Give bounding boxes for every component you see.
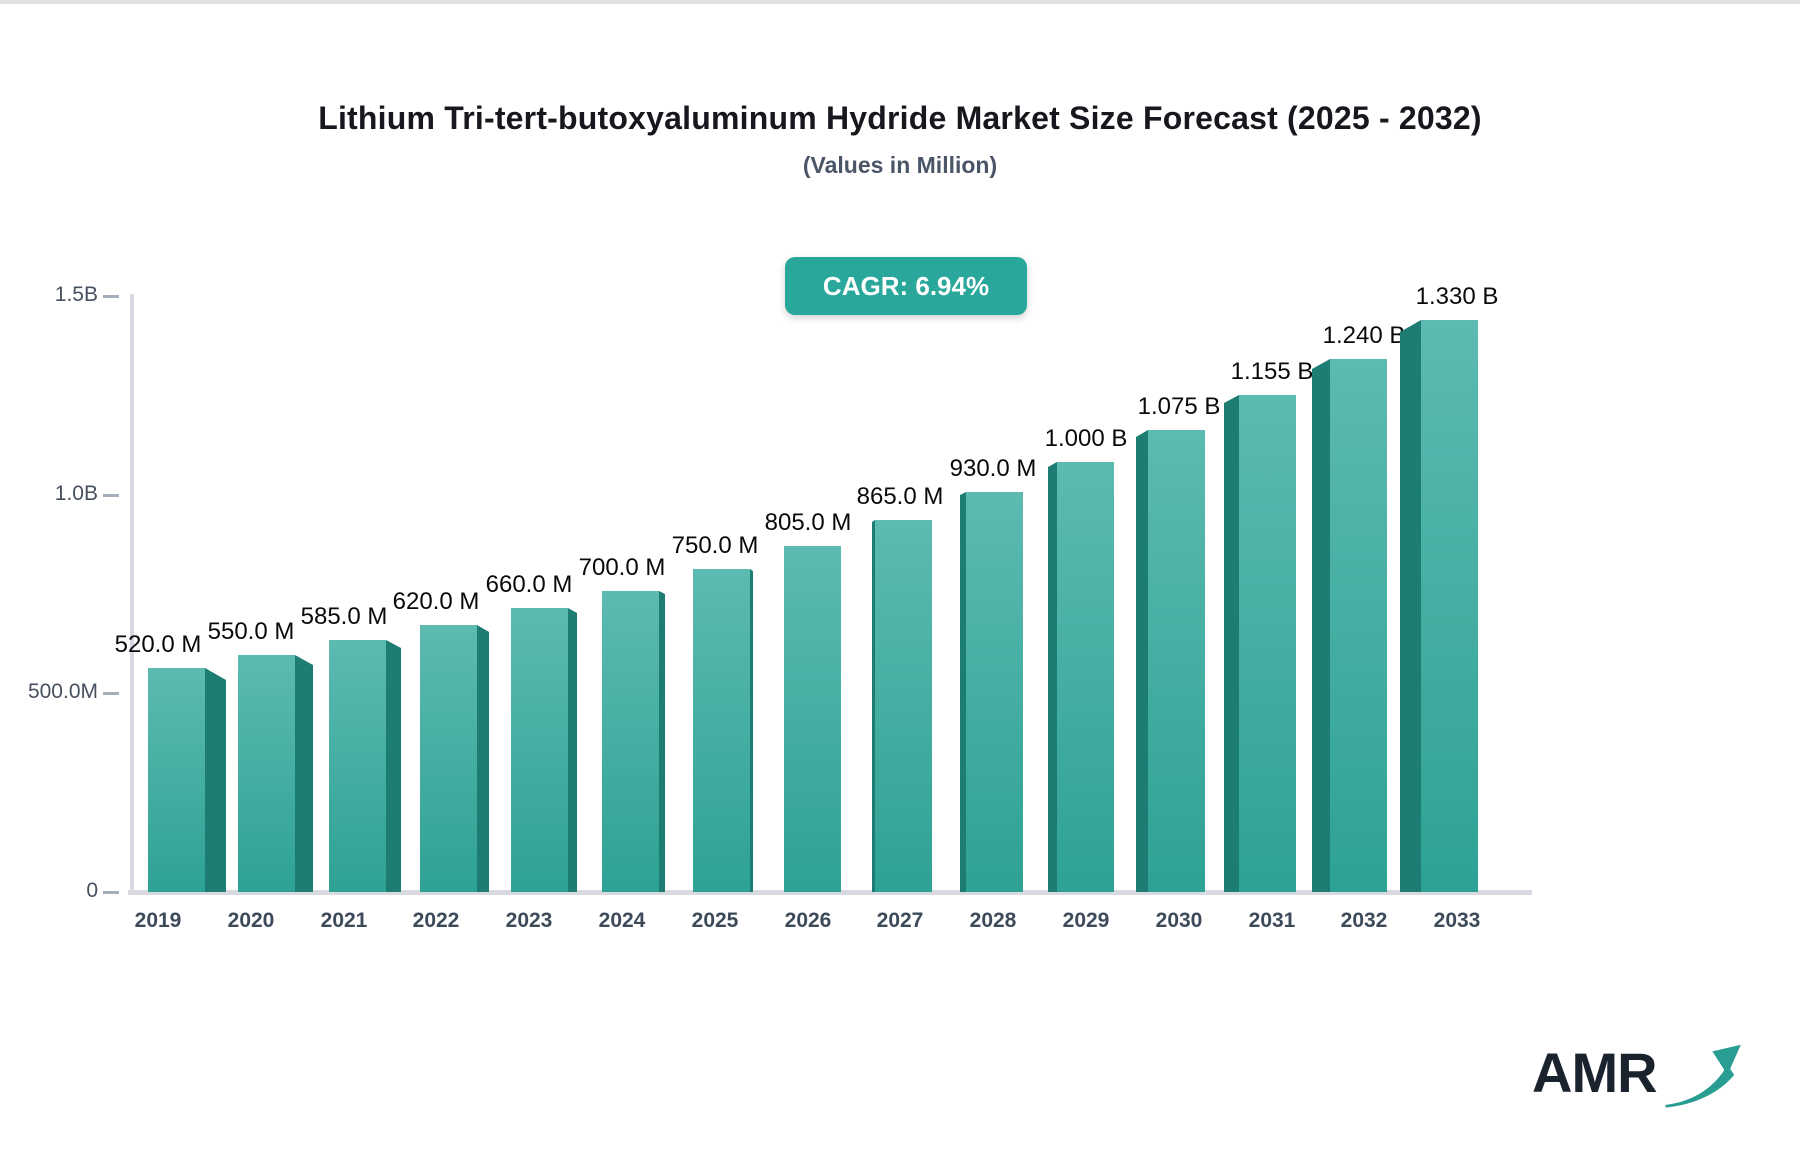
x-axis-tick-label: 2029 bbox=[1062, 909, 1110, 932]
x-axis-tick-label: 2031 bbox=[1248, 909, 1296, 932]
x-axis-tick-label: 2028 bbox=[969, 909, 1017, 932]
amr-logo-text: AMR bbox=[1532, 1041, 1658, 1104]
y-axis-line bbox=[130, 294, 134, 894]
bar-2023[interactable] bbox=[511, 608, 568, 892]
y-axis-tick-label: 1.5B bbox=[54, 283, 98, 306]
cagr-badge: CAGR: 6.94% bbox=[785, 257, 1027, 315]
bar-side-panel bbox=[295, 655, 313, 892]
bar-side-panel bbox=[568, 608, 577, 892]
bar-side-panel bbox=[1048, 462, 1057, 892]
bar-value-label: 660.0 M bbox=[485, 571, 573, 598]
bar-2022[interactable] bbox=[420, 625, 477, 892]
bar-2026[interactable] bbox=[784, 546, 841, 892]
y-axis-tick-mark bbox=[103, 494, 119, 497]
bar-value-label: 700.0 M bbox=[578, 554, 666, 581]
bar-value-label: 750.0 M bbox=[671, 532, 759, 559]
bar-2028[interactable] bbox=[966, 492, 1023, 892]
bar-value-label: 1.075 B bbox=[1137, 393, 1221, 420]
bar-2029[interactable] bbox=[1057, 462, 1114, 892]
bar-side-panel bbox=[205, 668, 226, 892]
bar-2019[interactable] bbox=[148, 668, 205, 892]
bar-2027[interactable] bbox=[875, 520, 932, 892]
chart-subtitle: (Values in Million) bbox=[802, 152, 998, 178]
y-axis-tick-label: 1.0B bbox=[54, 482, 98, 505]
bar-side-panel bbox=[1400, 320, 1421, 892]
bar-side-panel bbox=[659, 591, 665, 892]
bar-value-label: 1.155 B bbox=[1230, 358, 1314, 385]
y-axis-tick-mark bbox=[103, 891, 119, 894]
growth-arrow-icon bbox=[1665, 1044, 1741, 1108]
bar-2021[interactable] bbox=[329, 640, 386, 892]
bar-value-label: 865.0 M bbox=[856, 483, 944, 510]
x-axis-tick-label: 2033 bbox=[1433, 909, 1481, 932]
amr-logo: AMR bbox=[1532, 1032, 1752, 1118]
x-axis-tick-label: 2021 bbox=[320, 909, 368, 932]
x-axis-tick-label: 2023 bbox=[505, 909, 553, 932]
bar-value-label: 585.0 M bbox=[300, 603, 388, 630]
y-axis-tick-label: 0 bbox=[86, 879, 98, 902]
bar-value-label: 620.0 M bbox=[392, 588, 480, 615]
bar-2020[interactable] bbox=[238, 655, 295, 892]
x-axis-tick-label: 2025 bbox=[691, 909, 739, 932]
bar-value-label: 805.0 M bbox=[764, 509, 852, 536]
x-axis-tick-label: 2027 bbox=[876, 909, 924, 932]
bar-2024[interactable] bbox=[602, 591, 659, 892]
x-axis-tick-label: 2019 bbox=[134, 909, 182, 932]
x-axis-tick-label: 2020 bbox=[227, 909, 275, 932]
bar-value-label: 1.000 B bbox=[1044, 425, 1128, 452]
x-axis-tick-label: 2030 bbox=[1155, 909, 1203, 932]
bar-2031[interactable] bbox=[1239, 395, 1296, 892]
bar-2030[interactable] bbox=[1148, 430, 1205, 892]
bar-value-label: 550.0 M bbox=[207, 618, 295, 645]
bar-side-panel bbox=[872, 520, 875, 892]
x-axis-tick-label: 2032 bbox=[1340, 909, 1388, 932]
bar-2032[interactable] bbox=[1330, 359, 1387, 892]
bar-side-panel bbox=[960, 492, 966, 892]
bar-value-label: 520.0 M bbox=[114, 631, 202, 658]
bar-value-label: 1.330 B bbox=[1415, 283, 1499, 310]
x-axis-tick-label: 2026 bbox=[784, 909, 832, 932]
bar-side-panel bbox=[1224, 395, 1239, 892]
bar-side-panel bbox=[1312, 359, 1330, 892]
y-axis-tick-mark bbox=[103, 692, 119, 695]
bar-2033[interactable] bbox=[1421, 320, 1478, 892]
x-axis-tick-label: 2022 bbox=[412, 909, 460, 932]
bar-value-label: 930.0 M bbox=[949, 455, 1037, 482]
bar-side-panel bbox=[750, 569, 753, 892]
bar-value-label: 1.240 B bbox=[1322, 322, 1406, 349]
y-axis-tick-mark bbox=[103, 295, 119, 298]
bar-side-panel bbox=[1136, 430, 1148, 892]
bar-side-panel bbox=[477, 625, 489, 892]
x-axis-tick-label: 2024 bbox=[598, 909, 646, 932]
chart-title: Lithium Tri-tert-butoxyaluminum Hydride … bbox=[318, 100, 1482, 136]
x-axis-line bbox=[128, 890, 1532, 895]
bar-side-panel bbox=[386, 640, 401, 892]
bar-2025[interactable] bbox=[693, 569, 750, 892]
y-axis-tick-label: 500.0M bbox=[27, 680, 98, 703]
